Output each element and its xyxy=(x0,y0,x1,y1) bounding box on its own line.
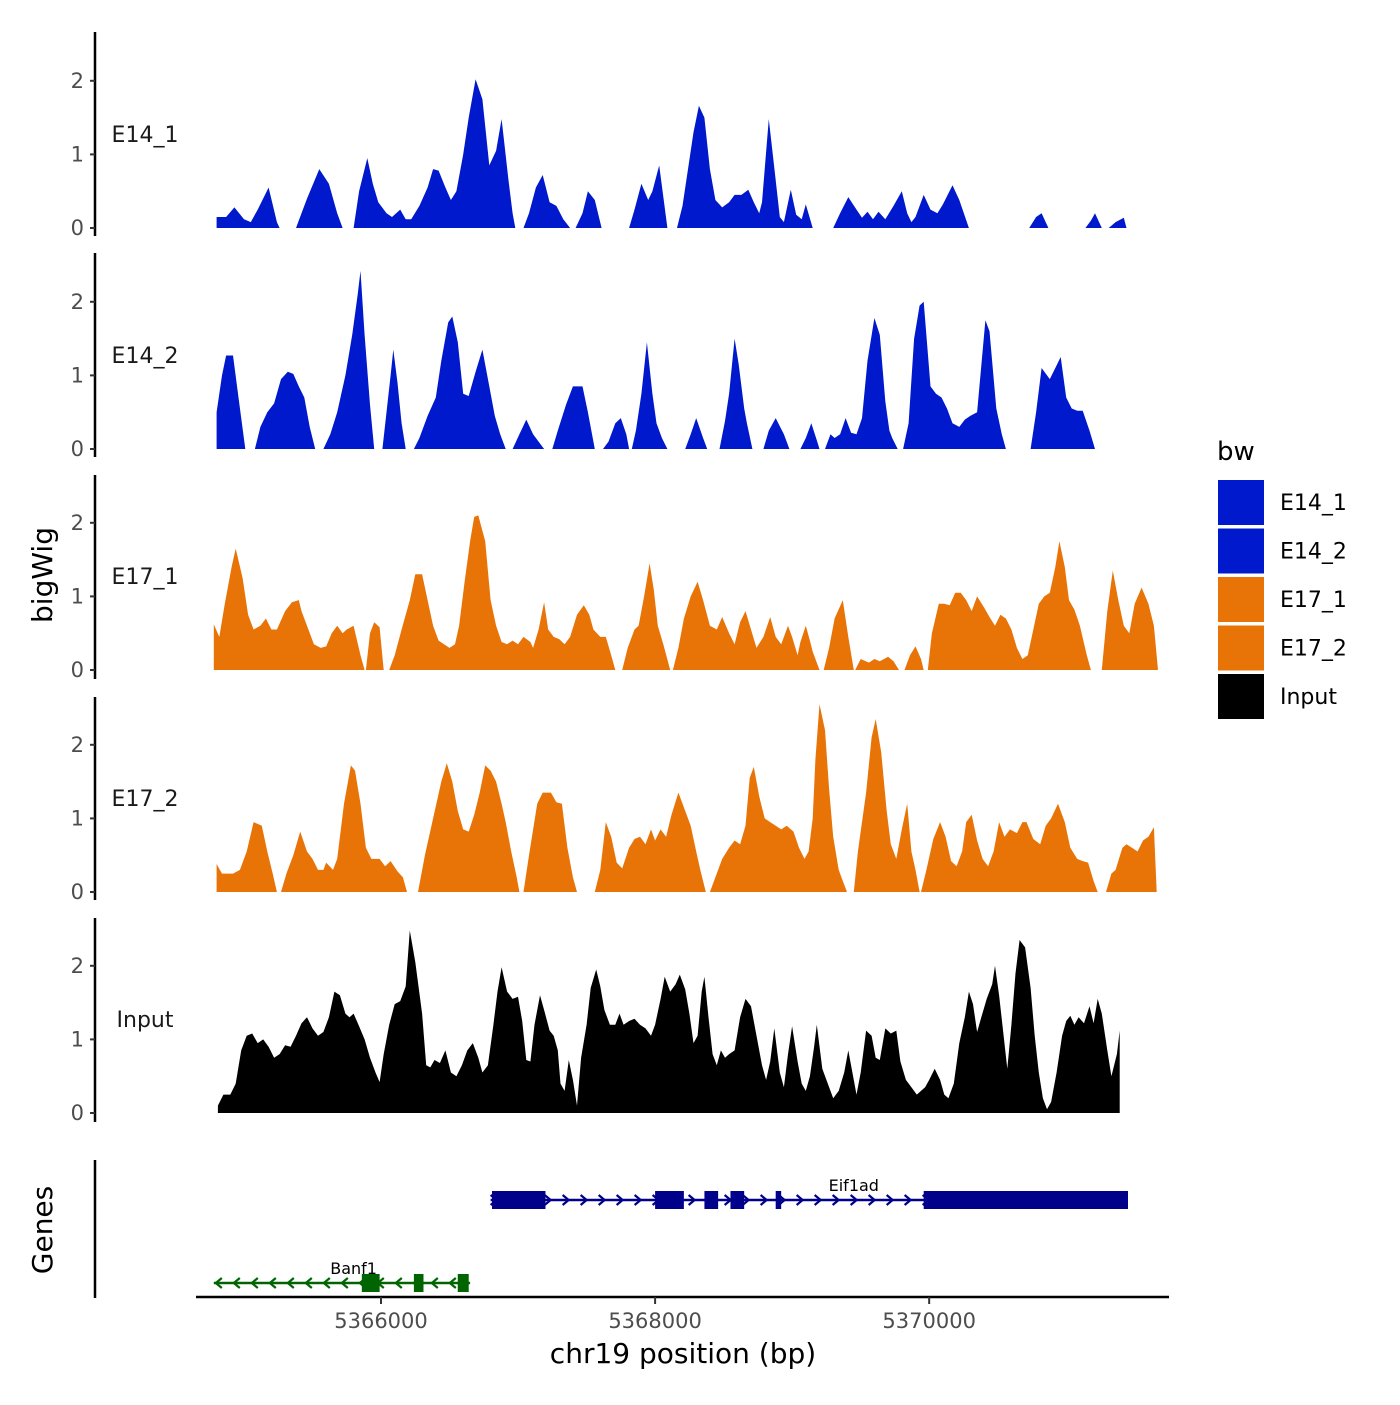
gene-exon xyxy=(730,1191,745,1209)
strand-arrow xyxy=(885,1194,895,1206)
gene-banf1: Banf1 xyxy=(213,1259,471,1292)
strand-arrow xyxy=(849,1194,859,1206)
strand-arrow xyxy=(795,1194,805,1206)
genes-axis-title: Genes xyxy=(26,1186,59,1274)
y-tick-label: 0 xyxy=(71,880,84,904)
track-label: Input xyxy=(117,1008,174,1033)
track-input: 0 1 2 Input xyxy=(71,918,1120,1125)
x-axis-title: chr19 position (bp) xyxy=(550,1337,816,1370)
y-tick-label: 1 xyxy=(71,584,84,608)
y-tick-label: 0 xyxy=(71,658,84,682)
y-axis-title: bigWig xyxy=(26,527,59,623)
y-tick-label: 2 xyxy=(71,290,84,314)
x-tick-label: 5368000 xyxy=(608,1309,702,1333)
gene-exon xyxy=(775,1191,782,1209)
legend-item-label: E17_2 xyxy=(1280,637,1347,662)
strand-arrow xyxy=(394,1277,403,1289)
strand-arrow xyxy=(448,1277,457,1289)
legend-item-label: E14_2 xyxy=(1280,540,1347,565)
signal-area xyxy=(216,270,1096,449)
strand-arrow xyxy=(268,1277,277,1289)
track-e17-1: 0 1 2 E17_1 xyxy=(71,475,1159,682)
y-tick-label: 2 xyxy=(71,69,84,93)
legend-swatch xyxy=(1218,625,1264,671)
x-tick-label: 5366000 xyxy=(334,1309,428,1333)
strand-arrow xyxy=(286,1277,295,1289)
gene-exon xyxy=(655,1191,684,1209)
strand-arrow xyxy=(322,1277,331,1289)
y-tick-label: 1 xyxy=(71,1027,84,1051)
track-e14-2: 0 1 2 E14_2 xyxy=(71,253,1096,461)
y-tick-label: 1 xyxy=(71,806,84,830)
legend-item-label: Input xyxy=(1280,685,1337,710)
gene-exon xyxy=(923,1191,1128,1209)
strand-arrow xyxy=(633,1194,643,1206)
legend-title: bw xyxy=(1217,437,1255,467)
legend-swatch xyxy=(1218,480,1264,525)
strand-arrow xyxy=(813,1194,823,1206)
strand-arrow xyxy=(615,1194,625,1206)
legend-swatch xyxy=(1218,674,1264,719)
strand-arrow xyxy=(561,1194,571,1206)
gene-exon xyxy=(492,1191,546,1209)
strand-arrow xyxy=(759,1194,769,1206)
y-tick-label: 2 xyxy=(71,954,84,978)
track-e17-2: 0 1 2 E17_2 xyxy=(71,697,1157,904)
y-tick-label: 0 xyxy=(71,1101,84,1125)
gene-label: Banf1 xyxy=(330,1259,377,1278)
signal-area xyxy=(216,704,1157,892)
track-label: E17_2 xyxy=(112,787,179,812)
y-tick-label: 0 xyxy=(71,216,84,240)
strand-arrow xyxy=(304,1277,313,1289)
y-tick-label: 2 xyxy=(71,511,84,535)
gene-exon xyxy=(361,1274,380,1292)
legend-item-label: E14_1 xyxy=(1280,491,1347,516)
genes-track: 5366000 5368000 5370000 Eif1ad Banf1 xyxy=(93,1160,1169,1333)
gene-exon xyxy=(413,1274,424,1292)
signal-tracks: 0 1 2 E14_1 0 1 2 E14_2 0 1 2 E17_1 0 1 2 E17_2 0 1 2 Input xyxy=(71,32,1159,1125)
y-tick-label: 1 xyxy=(71,142,84,166)
strand-arrow xyxy=(340,1277,349,1289)
legend-item-label: E17_1 xyxy=(1280,588,1347,613)
signal-area xyxy=(216,79,1127,228)
legend: bw E14_1 E14_2 E17_1 E17_2 Input xyxy=(1217,437,1347,719)
strand-arrow xyxy=(430,1277,439,1289)
signal-area xyxy=(217,930,1120,1113)
strand-arrow xyxy=(903,1194,913,1206)
track-e14-1: 0 1 2 E14_1 xyxy=(71,32,1127,240)
legend-swatch xyxy=(1218,528,1264,574)
legend-swatch xyxy=(1218,577,1264,622)
y-tick-label: 2 xyxy=(71,733,84,757)
track-label: E14_1 xyxy=(112,123,179,148)
strand-arrow xyxy=(741,1194,751,1206)
track-label: E14_2 xyxy=(112,344,179,369)
signal-area xyxy=(213,515,1159,670)
strand-arrow xyxy=(214,1277,223,1289)
x-tick-label: 5370000 xyxy=(882,1309,976,1333)
gene-exon xyxy=(457,1274,469,1292)
strand-arrow xyxy=(543,1194,553,1206)
y-tick-label: 0 xyxy=(71,437,84,461)
y-tick-label: 1 xyxy=(71,363,84,387)
gene-eif1ad: Eif1ad xyxy=(489,1176,1128,1209)
strand-arrow xyxy=(831,1194,841,1206)
strand-arrow xyxy=(687,1194,697,1206)
gene-label: Eif1ad xyxy=(829,1176,879,1195)
strand-arrow xyxy=(579,1194,589,1206)
strand-arrow xyxy=(597,1194,607,1206)
strand-arrow xyxy=(867,1194,877,1206)
strand-arrow xyxy=(250,1277,259,1289)
gene-exon xyxy=(704,1191,719,1209)
track-label: E17_1 xyxy=(112,565,179,590)
strand-arrow xyxy=(232,1277,241,1289)
